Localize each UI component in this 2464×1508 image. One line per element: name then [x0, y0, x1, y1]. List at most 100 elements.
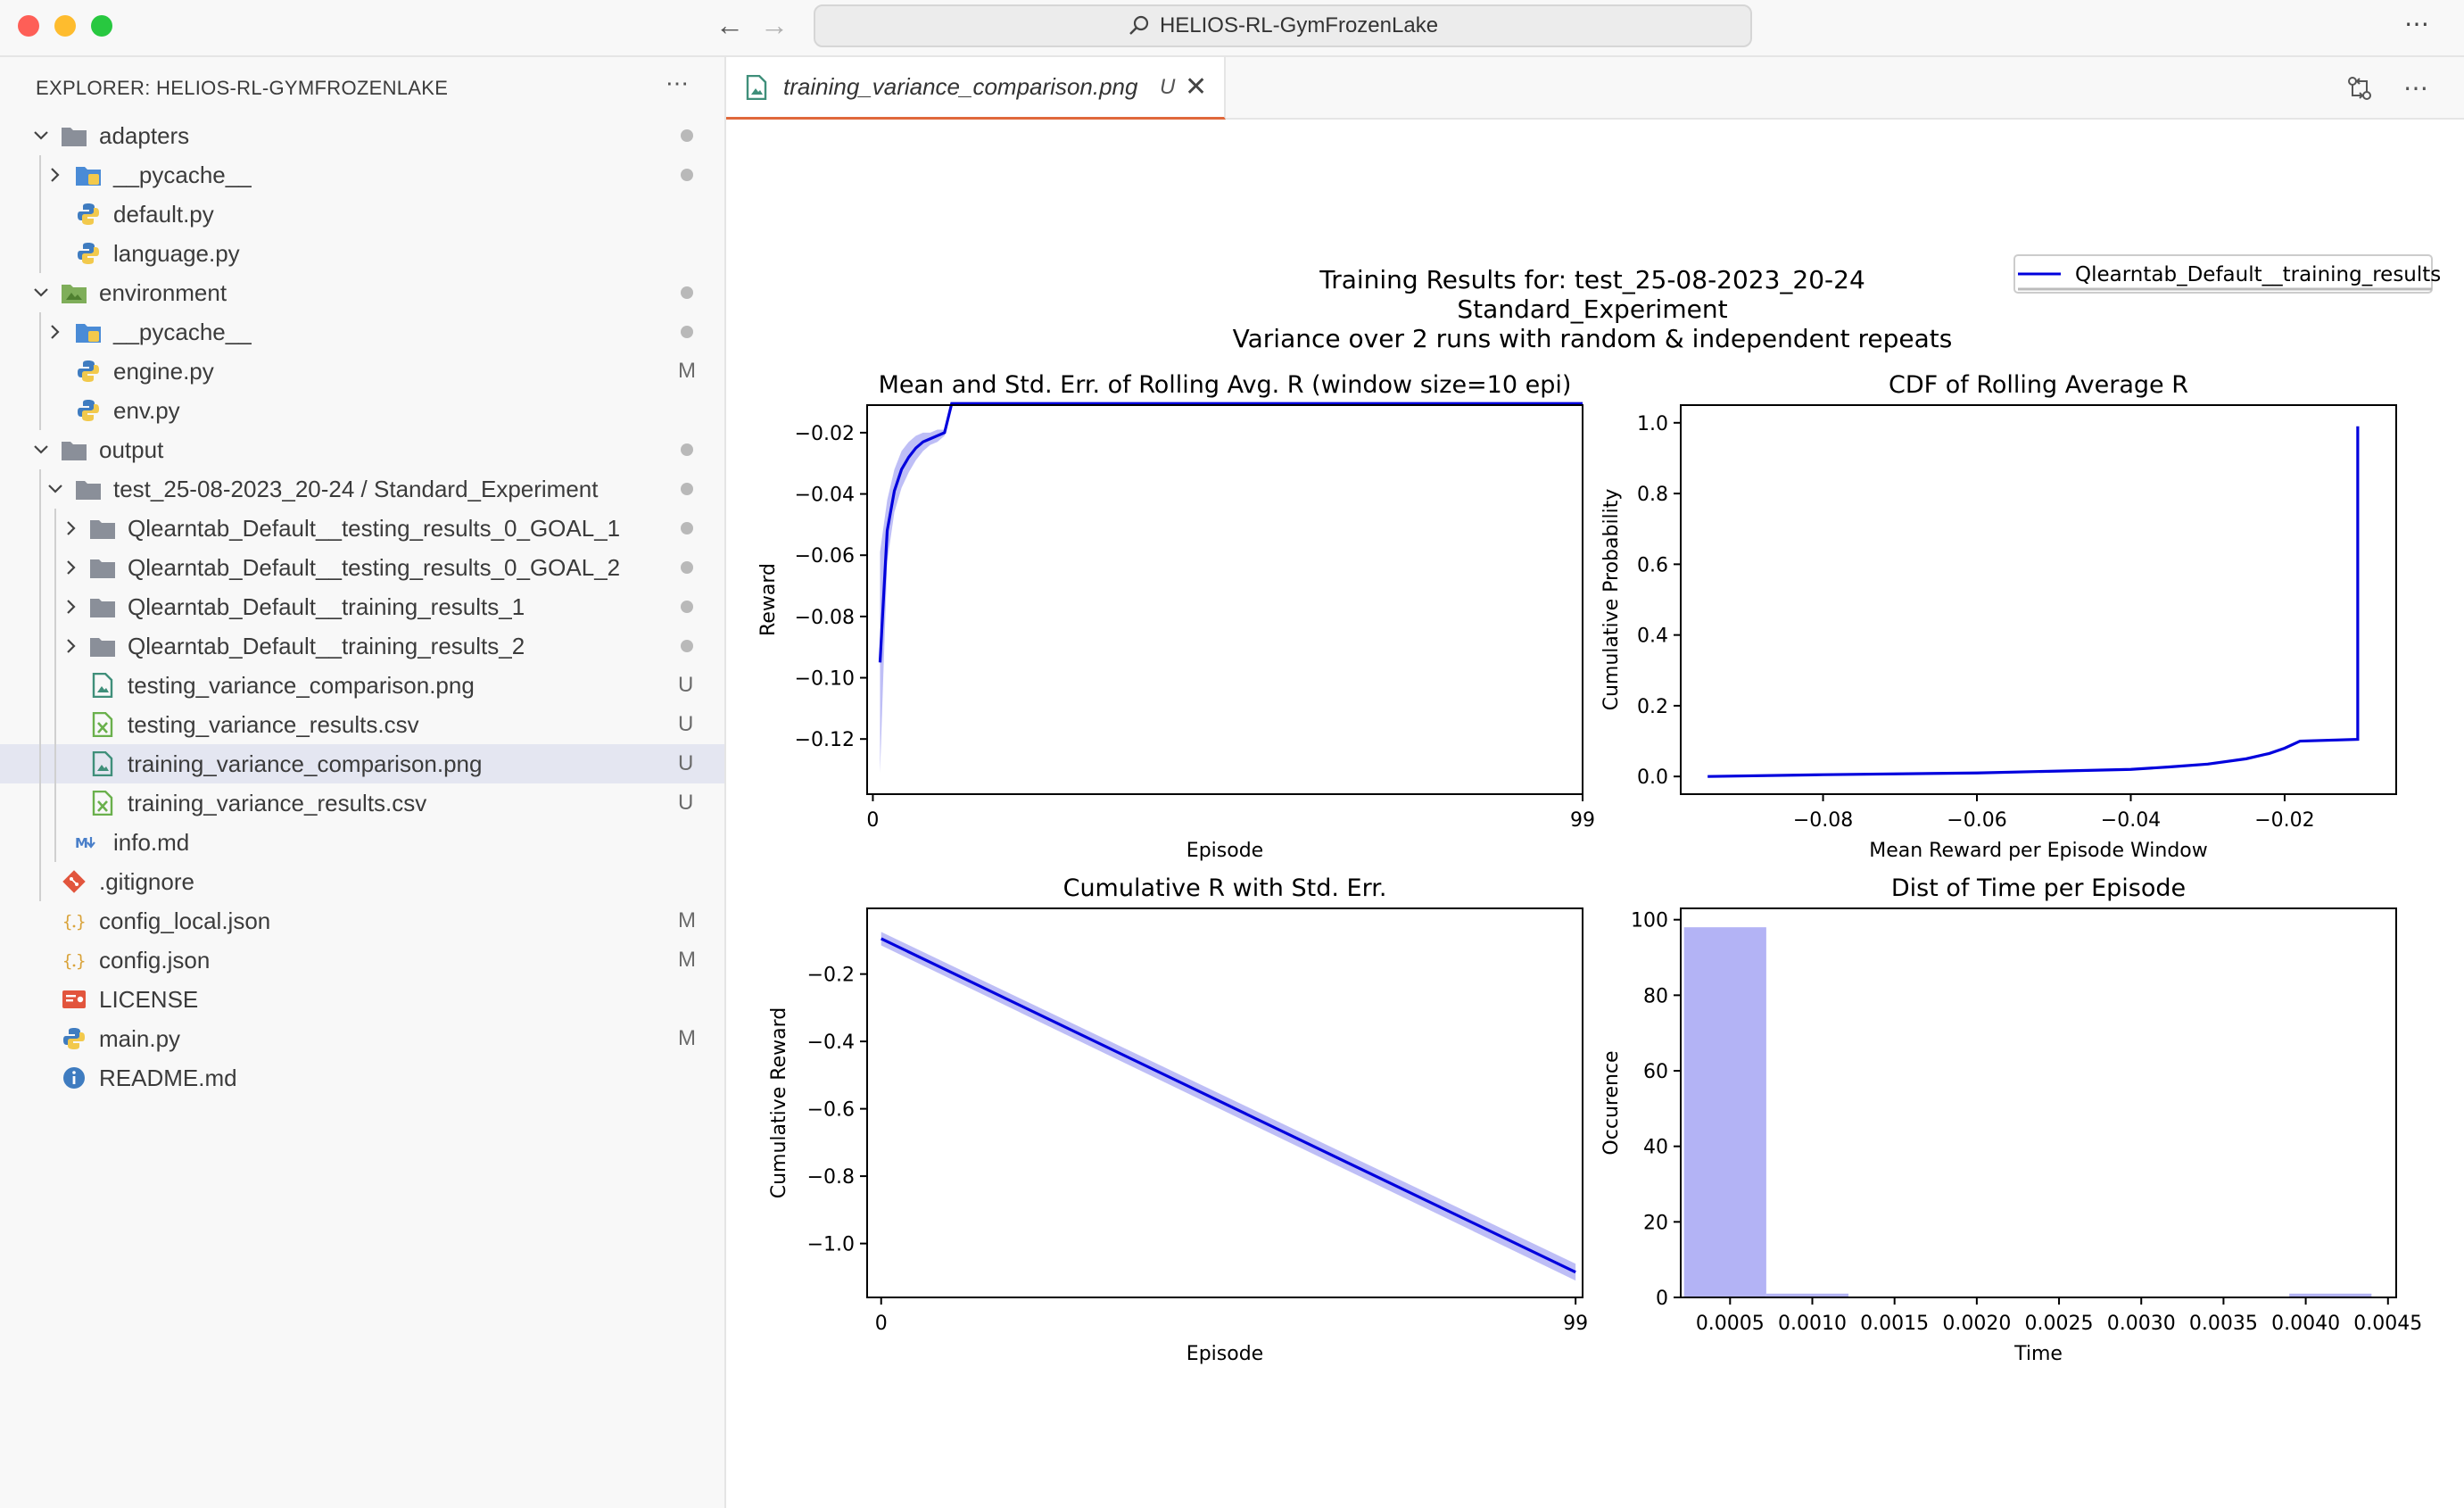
csv-file-icon — [89, 711, 116, 738]
tree-item-adapters[interactable]: adapters — [0, 116, 724, 155]
tree-item-training-variance-results-csv[interactable]: training_variance_results.csv U — [0, 783, 724, 823]
status-dot — [681, 129, 693, 142]
tree-item-language-py[interactable]: language.py — [0, 234, 724, 273]
tree-item-env-py[interactable]: env.py — [0, 391, 724, 430]
tree-item-environment[interactable]: environment — [0, 273, 724, 312]
x-tick-label: −0.04 — [2101, 809, 2161, 832]
chevron-right-icon[interactable] — [62, 519, 80, 537]
chevron-right-icon[interactable] — [46, 166, 64, 184]
editor-more-icon[interactable]: ⋯ — [2403, 74, 2428, 102]
legend-label: Qlearntab_Default__training_results — [2075, 263, 2441, 286]
tree-item-default-py[interactable]: default.py — [0, 195, 724, 234]
tree-item-label: Qlearntab_Default__testing_results_0_GOA… — [128, 553, 621, 581]
x-tick-label: 0.0035 — [2189, 1313, 2258, 1335]
markdown-file-icon: M — [75, 829, 102, 856]
tree-item-test-25-08-2023-20-24[interactable]: test_25-08-2023_20-24 / Standard_Experim… — [0, 469, 724, 509]
chevron-right-icon[interactable] — [62, 559, 80, 576]
indent-guide — [39, 312, 41, 430]
git-status-badge: U — [678, 791, 694, 815]
tree-item-config-local-json[interactable]: {} config_local.json M — [0, 901, 724, 940]
x-tick-label: 0 — [875, 1313, 888, 1335]
explorer-more-icon[interactable]: ⋯ — [666, 70, 689, 96]
tree-item-qlearntab-default-testing-results-0-goal-1[interactable]: Qlearntab_Default__testing_results_0_GOA… — [0, 509, 724, 548]
license-file-icon — [61, 986, 87, 1013]
tree-item-label: .gitignore — [99, 867, 194, 895]
y-axis-label: Cumulative Reward — [768, 1007, 790, 1199]
tree-item-label: test_25-08-2023_20-24 / Standard_Experim… — [113, 475, 599, 502]
chevron-down-icon[interactable] — [32, 127, 50, 145]
git-status-badge: M — [678, 359, 696, 383]
git-status-badge: M — [678, 908, 696, 932]
csv-file-icon — [89, 790, 116, 816]
y-tick-label: 0.4 — [1637, 626, 1668, 648]
x-tick-label: 99 — [1570, 809, 1595, 832]
status-dot — [681, 640, 693, 652]
tree-item-pycache[interactable]: __pycache__ — [0, 312, 724, 352]
indent-guide — [39, 469, 41, 901]
chevron-right-icon[interactable] — [62, 598, 80, 616]
series-line — [881, 937, 1576, 1274]
tree-item-pycache[interactable]: __pycache__ — [0, 155, 724, 195]
tree-item-qlearntab-default-testing-results-0-goal-2[interactable]: Qlearntab_Default__testing_results_0_GOA… — [0, 548, 724, 587]
tab-training-variance-comparison[interactable]: training_variance_comparison.png U ✕ — [726, 57, 1226, 120]
tree-item-label: Qlearntab_Default__training_results_1 — [128, 592, 525, 620]
tree-item-engine-py[interactable]: engine.py M — [0, 352, 724, 391]
compare-changes-icon[interactable] — [2346, 75, 2373, 102]
chevron-down-icon[interactable] — [46, 480, 64, 498]
minimize-window-button[interactable] — [54, 15, 76, 37]
tab-label: training_variance_comparison.png — [783, 73, 1138, 100]
forward-arrow-icon[interactable]: → — [760, 9, 789, 41]
status-dot — [681, 169, 693, 181]
legend-box — [2013, 254, 2433, 294]
svg-text:M: M — [75, 835, 88, 851]
back-arrow-icon[interactable]: ← — [715, 9, 744, 41]
tree-item-output[interactable]: output — [0, 430, 724, 469]
chevron-right-icon[interactable] — [46, 323, 64, 341]
tree-item-qlearntab-default-training-results-1[interactable]: Qlearntab_Default__training_results_1 — [0, 587, 724, 626]
maximize-window-button[interactable] — [91, 15, 112, 37]
more-icon[interactable]: ⋯ — [2404, 10, 2430, 37]
explorer-title: EXPLORER: HELIOS-RL-GYMFROZENLAKE — [36, 77, 449, 99]
tree-item-gitignore[interactable]: .gitignore — [0, 862, 724, 901]
tree-item-config-json[interactable]: {} config.json M — [0, 940, 724, 980]
chevron-down-icon[interactable] — [32, 441, 50, 459]
y-axis-label: Cumulative Probability — [1600, 489, 1623, 711]
tree-item-testing-variance-results-csv[interactable]: testing_variance_results.csv U — [0, 705, 724, 744]
info-file-icon — [61, 1065, 87, 1091]
tree-item-main-py[interactable]: main.py M — [0, 1019, 724, 1058]
tree-item-label: testing_variance_results.csv — [128, 710, 419, 738]
y-tick-label: 0.6 — [1637, 554, 1668, 576]
histogram-bar — [1765, 1293, 1849, 1297]
git-file-icon — [61, 868, 87, 895]
tree-item-label: __pycache__ — [113, 318, 252, 345]
tree-item-label: config.json — [99, 946, 211, 974]
tree-item-testing-variance-comparison-png[interactable]: testing_variance_comparison.png U — [0, 666, 724, 705]
y-tick-label: −0.10 — [795, 668, 855, 691]
tree-item-label: env.py — [113, 396, 180, 424]
command-center-search[interactable]: HELIOS-RL-GymFrozenLake — [814, 4, 1752, 47]
y-tick-label: 1.0 — [1637, 413, 1668, 435]
tree-item-readme-md[interactable]: README.md — [0, 1058, 724, 1098]
y-tick-label: −0.12 — [795, 729, 855, 751]
chevron-right-icon[interactable] — [62, 637, 80, 655]
json-file-icon: {} — [61, 947, 87, 974]
tree-item-training-variance-comparison-png[interactable]: training_variance_comparison.png U — [0, 744, 724, 783]
close-icon[interactable]: ✕ — [1185, 72, 1208, 102]
y-tick-label: −0.08 — [795, 607, 855, 629]
y-tick-label: −0.8 — [807, 1166, 855, 1189]
x-axis-label: Episode — [1187, 1343, 1263, 1365]
tree-item-qlearntab-default-training-results-2[interactable]: Qlearntab_Default__training_results_2 — [0, 626, 724, 666]
chevron-down-icon[interactable] — [32, 284, 50, 302]
status-dot — [681, 601, 693, 613]
close-window-button[interactable] — [18, 15, 39, 37]
editor-actions: ⋯ — [2346, 73, 2428, 103]
y-tick-label: 40 — [1643, 1137, 1668, 1159]
subplot-title: Cumulative R with Std. Err. — [1063, 874, 1387, 902]
y-tick-label: −0.06 — [795, 545, 855, 568]
y-tick-label: 0.8 — [1637, 484, 1668, 506]
tree-item-license[interactable]: LICENSE — [0, 980, 724, 1019]
tree-item-label: __pycache__ — [113, 161, 252, 188]
std-err-band — [880, 403, 1583, 773]
file-tree: adapters __pycache__ default.py language.py… — [0, 116, 724, 1098]
